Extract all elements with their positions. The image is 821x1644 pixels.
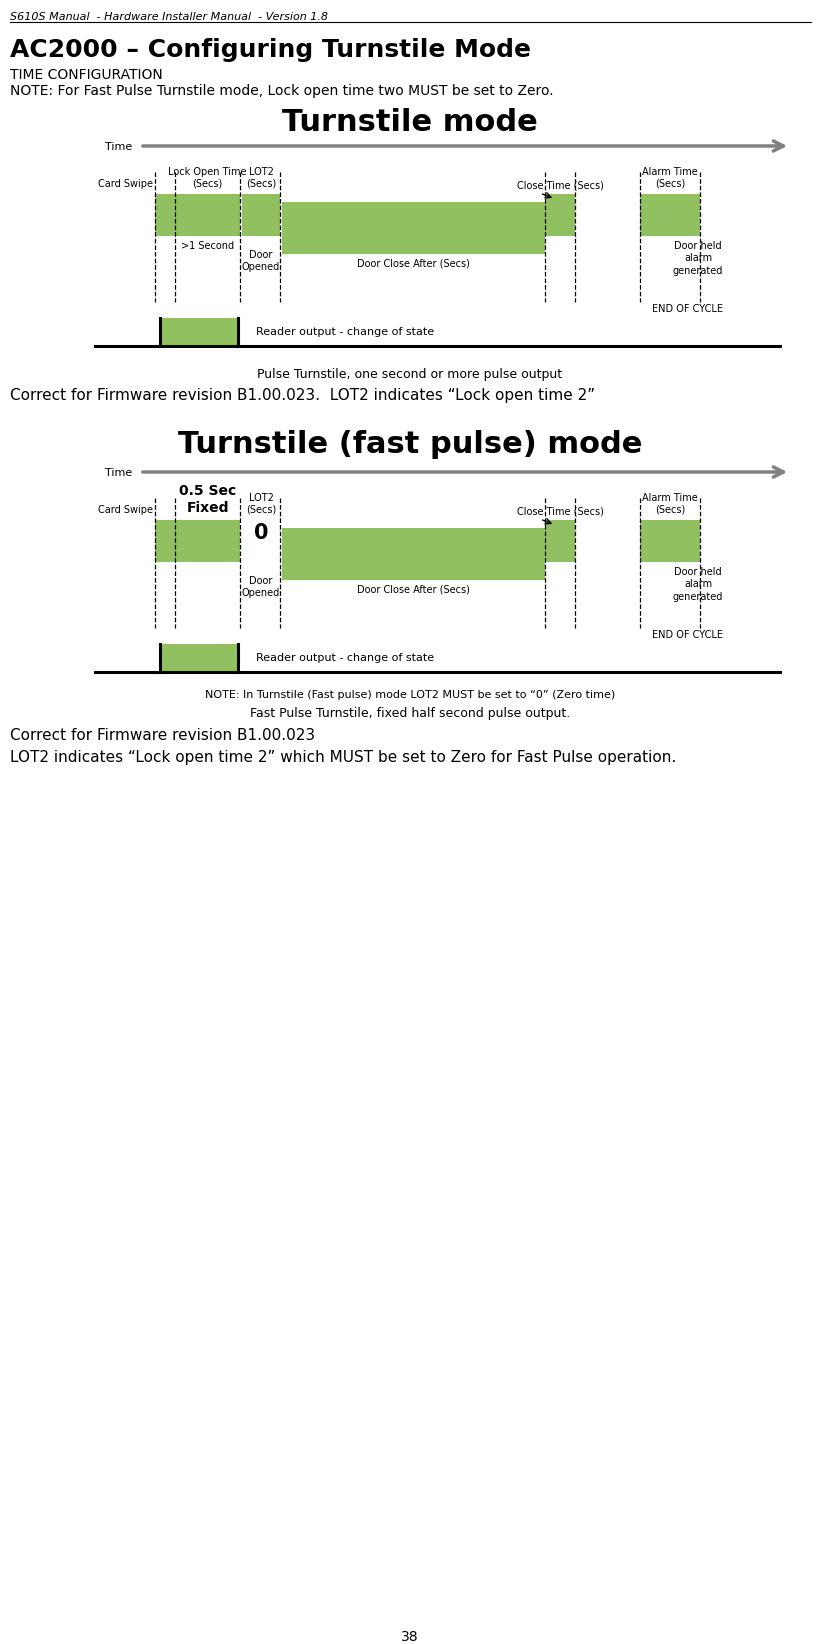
Text: Close Time (Secs): Close Time (Secs): [516, 181, 603, 191]
Text: Correct for Firmware revision B1.00.023.  LOT2 indicates “Lock open time 2”: Correct for Firmware revision B1.00.023.…: [10, 388, 595, 403]
Text: Correct for Firmware revision B1.00.023: Correct for Firmware revision B1.00.023: [10, 728, 315, 743]
Bar: [160, 644, 238, 672]
Text: >1 Second: >1 Second: [181, 242, 234, 252]
Text: Reader output - change of state: Reader output - change of state: [256, 653, 434, 663]
Text: LOT2
(Secs): LOT2 (Secs): [245, 166, 276, 189]
Bar: [175, 520, 240, 562]
Bar: [175, 194, 240, 237]
Bar: [155, 194, 175, 237]
Text: AC2000 – Configuring Turnstile Mode: AC2000 – Configuring Turnstile Mode: [10, 38, 531, 62]
Text: Fast Pulse Turnstile, fixed half second pulse output.: Fast Pulse Turnstile, fixed half second …: [250, 707, 570, 720]
Text: Alarm Time
(Secs): Alarm Time (Secs): [642, 166, 698, 189]
Bar: [282, 528, 545, 580]
Text: Turnstile (fast pulse) mode: Turnstile (fast pulse) mode: [178, 431, 642, 459]
Text: Door Close After (Secs): Door Close After (Secs): [357, 258, 470, 268]
Bar: [155, 520, 175, 562]
Bar: [640, 520, 700, 562]
Text: 38: 38: [401, 1629, 419, 1644]
Bar: [160, 317, 238, 345]
Text: Card Swipe: Card Swipe: [98, 505, 153, 515]
Bar: [640, 194, 700, 237]
Bar: [545, 520, 575, 562]
Text: Pulse Turnstile, one second or more pulse output: Pulse Turnstile, one second or more puls…: [258, 368, 562, 381]
Text: LOT2 indicates “Lock open time 2” which MUST be set to Zero for Fast Pulse opera: LOT2 indicates “Lock open time 2” which …: [10, 750, 677, 764]
Text: Door Close After (Secs): Door Close After (Secs): [357, 584, 470, 593]
Text: 0: 0: [254, 523, 268, 543]
Text: Door
Opened: Door Opened: [242, 250, 280, 273]
Text: S610S Manual  - Hardware Installer Manual  - Version 1.8: S610S Manual - Hardware Installer Manual…: [10, 12, 328, 21]
Text: Time: Time: [105, 469, 132, 478]
Text: NOTE: In Turnstile (Fast pulse) mode LOT2 MUST be set to “0” (Zero time): NOTE: In Turnstile (Fast pulse) mode LOT…: [205, 690, 615, 700]
Text: Card Swipe: Card Swipe: [98, 179, 153, 189]
Text: Lock Open Time
(Secs): Lock Open Time (Secs): [168, 166, 247, 189]
Text: TIME CONFIGURATION: TIME CONFIGURATION: [10, 67, 163, 82]
Bar: [242, 194, 280, 237]
Text: LOT2
(Secs): LOT2 (Secs): [245, 493, 276, 515]
Text: Door held
alarm
generated: Door held alarm generated: [673, 567, 723, 602]
Text: Alarm Time
(Secs): Alarm Time (Secs): [642, 493, 698, 515]
Bar: [545, 194, 575, 237]
Text: END OF CYCLE: END OF CYCLE: [653, 304, 723, 314]
Text: Door held
alarm
generated: Door held alarm generated: [673, 242, 723, 276]
Text: Close Time (Secs): Close Time (Secs): [516, 506, 603, 516]
Text: Turnstile mode: Turnstile mode: [282, 109, 538, 136]
Text: Time: Time: [105, 141, 132, 151]
Text: Reader output - change of state: Reader output - change of state: [256, 327, 434, 337]
Text: Door
Opened: Door Opened: [242, 575, 280, 598]
Text: NOTE: For Fast Pulse Turnstile mode, Lock open time two MUST be set to Zero.: NOTE: For Fast Pulse Turnstile mode, Loc…: [10, 84, 553, 99]
Bar: [282, 202, 545, 255]
Text: END OF CYCLE: END OF CYCLE: [653, 630, 723, 640]
Text: 0.5 Sec
Fixed: 0.5 Sec Fixed: [179, 483, 236, 515]
